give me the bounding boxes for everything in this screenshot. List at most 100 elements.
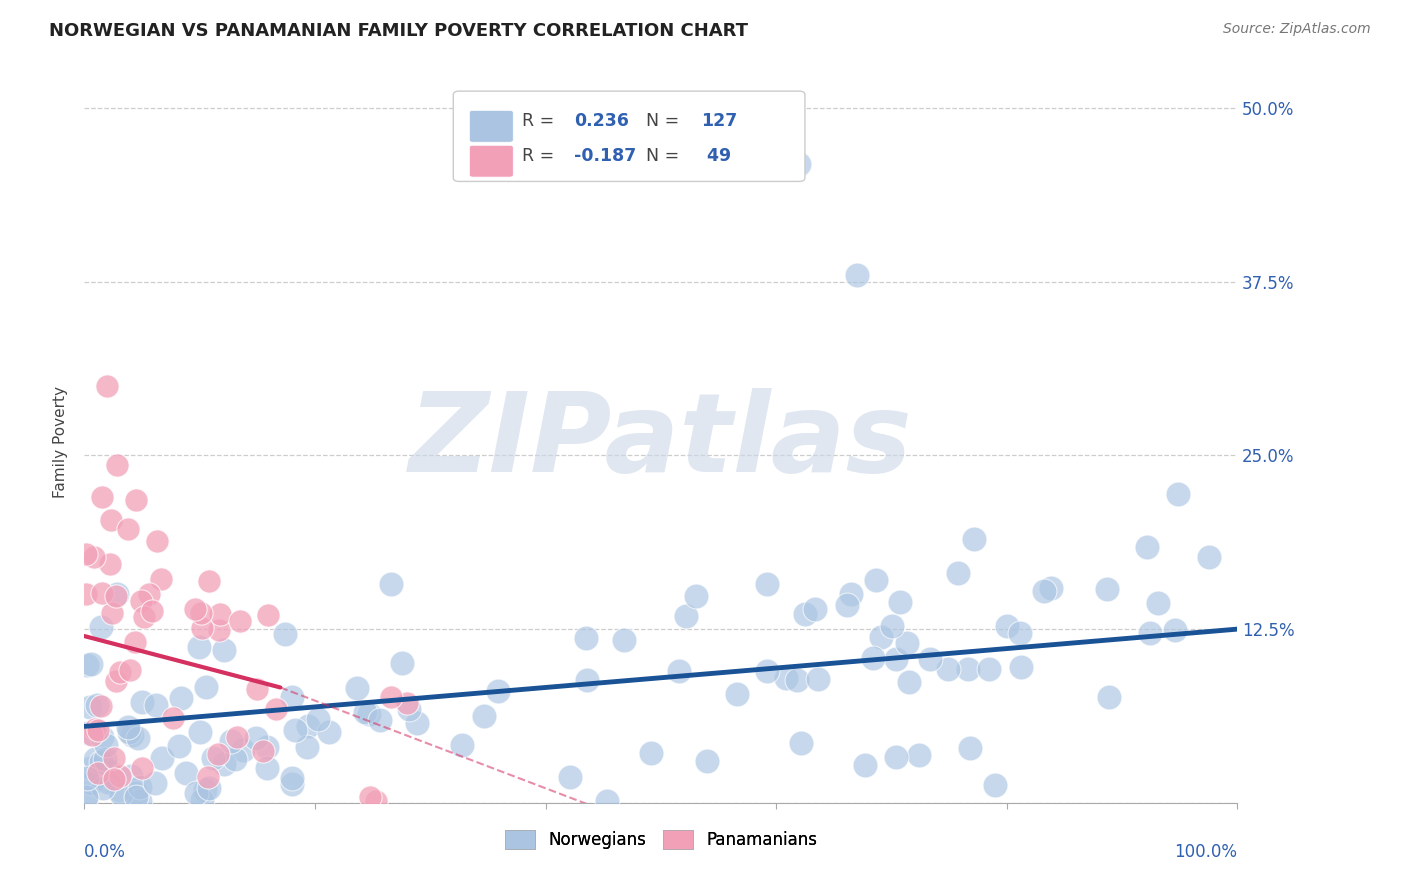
Point xyxy=(117,522,139,536)
Point xyxy=(1147,596,1170,610)
Point xyxy=(76,772,98,786)
Point xyxy=(105,587,128,601)
Point xyxy=(75,789,97,804)
Point xyxy=(214,643,236,657)
Point xyxy=(108,769,131,783)
Point xyxy=(380,577,402,591)
Text: R =: R = xyxy=(523,147,560,165)
Point xyxy=(486,684,509,698)
Point xyxy=(184,786,207,800)
Text: N =: N = xyxy=(636,147,685,165)
Point xyxy=(946,566,969,580)
Point xyxy=(110,787,132,801)
Point xyxy=(207,747,229,761)
Point xyxy=(194,783,217,797)
Point xyxy=(90,620,112,634)
Point xyxy=(346,681,368,695)
Point xyxy=(884,652,907,666)
Text: 0.0%: 0.0% xyxy=(84,843,127,861)
Point xyxy=(596,794,619,808)
Point xyxy=(756,665,779,679)
Text: -0.187: -0.187 xyxy=(575,147,637,165)
Point xyxy=(274,627,297,641)
Text: 0.236: 0.236 xyxy=(575,112,630,130)
Point xyxy=(121,728,143,742)
Point xyxy=(1139,626,1161,640)
Point xyxy=(174,766,197,780)
Point xyxy=(125,492,148,507)
Point xyxy=(91,585,114,599)
Text: 100.0%: 100.0% xyxy=(1174,843,1237,861)
Point xyxy=(1164,623,1187,637)
Point xyxy=(853,757,876,772)
Point xyxy=(696,755,718,769)
Point xyxy=(896,636,918,650)
Point xyxy=(209,607,232,621)
Point xyxy=(76,658,98,673)
Point xyxy=(575,631,598,645)
Point xyxy=(1040,581,1063,595)
Y-axis label: Family Poverty: Family Poverty xyxy=(52,385,67,498)
Point xyxy=(131,761,153,775)
Point xyxy=(1098,690,1121,705)
Point xyxy=(219,733,242,747)
Point xyxy=(84,752,107,766)
Point xyxy=(1010,625,1032,640)
Point xyxy=(91,780,114,795)
Point xyxy=(190,606,212,620)
Point xyxy=(132,610,155,624)
Point xyxy=(870,630,893,644)
Point xyxy=(90,730,112,744)
Point xyxy=(366,794,388,808)
Point xyxy=(129,794,152,808)
Point xyxy=(793,607,815,621)
Point xyxy=(125,786,148,800)
Point xyxy=(889,595,911,609)
Point xyxy=(150,751,173,765)
Point xyxy=(907,747,929,762)
Point xyxy=(1010,659,1032,673)
Point xyxy=(575,673,598,687)
Point xyxy=(918,651,941,665)
Point xyxy=(787,156,810,170)
Point xyxy=(75,547,97,561)
Point xyxy=(80,657,103,671)
Point xyxy=(124,634,146,648)
Point xyxy=(108,783,131,797)
Text: NORWEGIAN VS PANAMANIAN FAMILY POVERTY CORRELATION CHART: NORWEGIAN VS PANAMANIAN FAMILY POVERTY C… xyxy=(49,22,748,40)
Point xyxy=(131,695,153,709)
Point xyxy=(675,608,697,623)
Point xyxy=(640,746,662,760)
Point xyxy=(75,791,97,805)
Point xyxy=(214,757,236,772)
Point xyxy=(118,725,141,739)
Text: Source: ZipAtlas.com: Source: ZipAtlas.com xyxy=(1223,22,1371,37)
Point xyxy=(1135,540,1157,554)
Point xyxy=(807,673,830,687)
Point xyxy=(146,534,169,549)
Text: 127: 127 xyxy=(702,112,737,130)
Text: R =: R = xyxy=(523,112,560,130)
Point xyxy=(195,681,218,695)
Point xyxy=(963,532,986,546)
Point xyxy=(90,490,112,504)
Point xyxy=(839,587,862,601)
Point xyxy=(451,738,474,752)
Point xyxy=(198,780,221,795)
Point xyxy=(354,705,377,719)
Point xyxy=(786,673,808,687)
Point xyxy=(120,663,142,677)
Point xyxy=(560,770,582,784)
Point xyxy=(307,712,329,726)
Point xyxy=(284,723,307,737)
Point xyxy=(202,750,225,764)
Point xyxy=(208,624,231,638)
Point xyxy=(281,690,304,704)
Point xyxy=(391,657,413,671)
Point xyxy=(97,775,120,789)
Point xyxy=(295,739,318,754)
Point xyxy=(129,594,152,608)
Point xyxy=(198,574,221,589)
Point xyxy=(281,772,304,786)
FancyBboxPatch shape xyxy=(453,91,806,181)
